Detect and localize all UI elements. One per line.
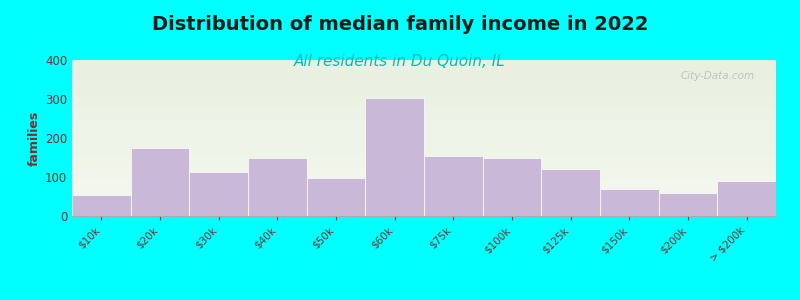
Y-axis label: families: families bbox=[28, 110, 41, 166]
Bar bbox=[542, 169, 600, 216]
Bar bbox=[306, 178, 366, 216]
Bar bbox=[248, 158, 306, 216]
Text: City-Data.com: City-Data.com bbox=[681, 71, 755, 81]
Bar bbox=[424, 155, 482, 216]
Bar bbox=[482, 158, 542, 216]
Text: All residents in Du Quoin, IL: All residents in Du Quoin, IL bbox=[294, 54, 506, 69]
Bar bbox=[718, 181, 776, 216]
Bar bbox=[130, 148, 190, 216]
Bar bbox=[190, 172, 248, 216]
Bar bbox=[600, 189, 658, 216]
Bar bbox=[366, 98, 424, 216]
Text: Distribution of median family income in 2022: Distribution of median family income in … bbox=[152, 15, 648, 34]
Bar bbox=[72, 194, 130, 216]
Bar bbox=[658, 194, 718, 216]
